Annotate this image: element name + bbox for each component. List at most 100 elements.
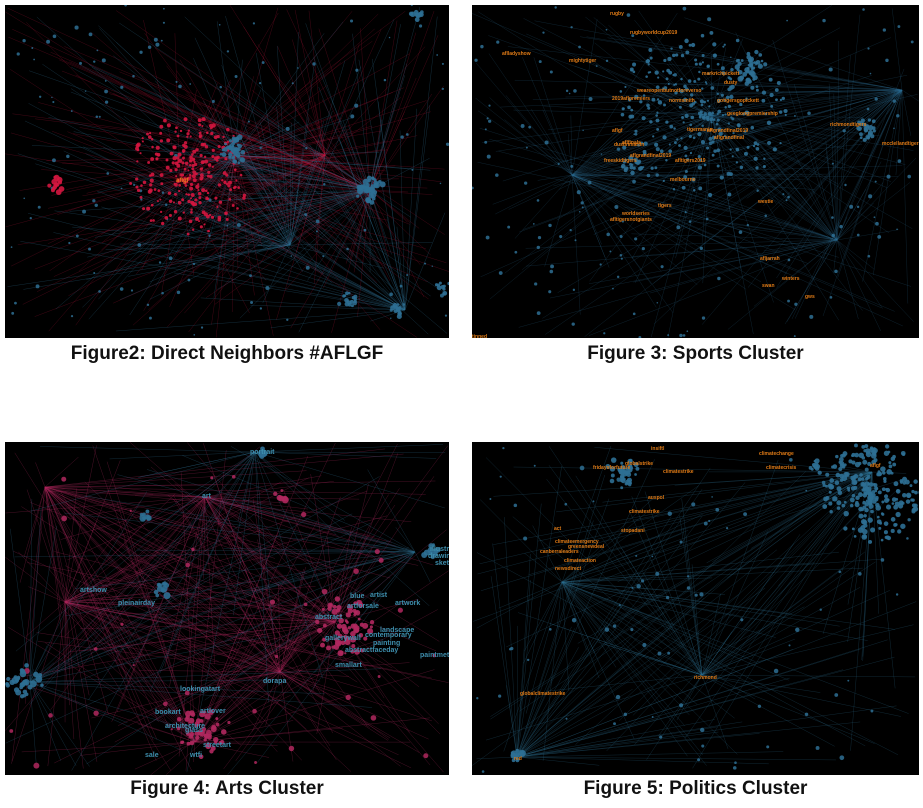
edge: [179, 81, 232, 181]
edge: [65, 551, 416, 617]
node: [358, 603, 363, 608]
node: [176, 716, 182, 722]
edge: [204, 496, 272, 504]
edge: [297, 98, 326, 156]
edge: [784, 89, 903, 223]
node: [286, 318, 289, 321]
edge: [546, 478, 703, 676]
edge: [512, 516, 703, 676]
node: [178, 184, 181, 187]
node: [181, 198, 185, 202]
edge: [184, 451, 256, 564]
edge: [184, 154, 326, 314]
edge: [561, 581, 587, 651]
node: [124, 5, 127, 7]
node: [139, 514, 147, 522]
figure3-node-label: normsmith: [669, 98, 695, 104]
node: [360, 648, 365, 653]
edge: [324, 154, 384, 224]
edge: [685, 471, 873, 709]
node: [104, 100, 109, 104]
edge: [475, 97, 573, 176]
edge: [12, 29, 371, 191]
edge: [561, 551, 839, 583]
edge: [617, 471, 873, 619]
node: [189, 731, 195, 737]
edge: [606, 471, 873, 752]
node: [195, 216, 199, 221]
edge: [179, 179, 428, 189]
edge: [34, 189, 371, 317]
node: [201, 167, 204, 170]
edge: [234, 84, 328, 156]
node: [104, 80, 107, 82]
node: [691, 42, 696, 48]
node: [14, 301, 17, 305]
edge: [234, 154, 442, 183]
edge: [53, 232, 406, 311]
node: [524, 181, 528, 185]
edge: [369, 85, 444, 191]
node: [290, 255, 293, 257]
node: [363, 188, 369, 194]
node: [679, 540, 683, 544]
node: [228, 152, 233, 157]
edge: [193, 741, 196, 763]
node: [96, 49, 99, 52]
node: [208, 123, 213, 128]
node: [907, 518, 911, 522]
edge: [701, 566, 854, 676]
node: [236, 147, 241, 152]
edge: [675, 114, 713, 259]
edge: [561, 530, 689, 583]
edge: [503, 581, 563, 752]
edge: [489, 138, 838, 241]
edge: [561, 558, 884, 583]
edge: [490, 576, 518, 758]
edge: [202, 100, 291, 246]
edge: [369, 75, 405, 191]
edge: [111, 496, 206, 722]
node: [198, 134, 203, 138]
edge: [115, 189, 371, 273]
edge: [64, 601, 142, 676]
figure3-node-label: richmondtigers: [830, 122, 867, 128]
edge: [654, 89, 903, 161]
edge: [279, 619, 307, 673]
edge: [516, 498, 610, 758]
edge: [29, 681, 326, 695]
edge: [83, 146, 406, 311]
edge: [399, 130, 406, 311]
edge: [279, 662, 410, 673]
edge: [701, 488, 882, 676]
node: [147, 161, 151, 164]
edge: [516, 549, 777, 758]
node: [52, 158, 56, 163]
edge: [179, 179, 417, 338]
edge: [571, 174, 903, 327]
edge: [604, 161, 838, 241]
node: [193, 160, 196, 164]
edge: [524, 552, 563, 583]
edge: [638, 10, 713, 116]
node: [367, 628, 374, 635]
edge: [234, 154, 255, 296]
node: [871, 119, 876, 124]
node: [436, 285, 442, 291]
edge: [35, 462, 46, 488]
edge: [129, 154, 236, 316]
edge: [395, 527, 416, 553]
edge: [311, 126, 371, 191]
node: [9, 729, 14, 733]
edge: [243, 150, 371, 191]
edge: [113, 93, 236, 156]
node: [841, 503, 846, 508]
node: [694, 58, 698, 62]
node: [173, 182, 176, 185]
edge: [597, 641, 703, 676]
edge: [55, 154, 236, 310]
node: [155, 157, 158, 160]
node: [642, 642, 647, 648]
node: [92, 199, 96, 203]
node: [182, 156, 185, 160]
